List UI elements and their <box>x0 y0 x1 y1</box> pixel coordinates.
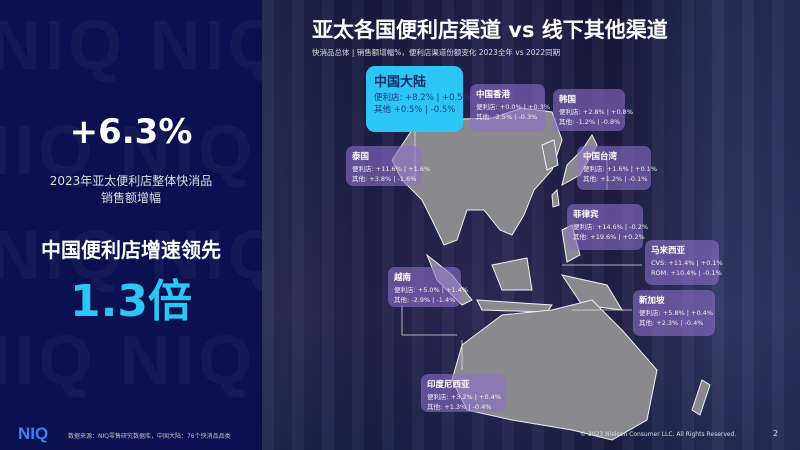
region-card-malaysia: 马来西亚 CVS: +11.4% | +0.1% ROM: +10.4% | -… <box>645 240 723 285</box>
multiple-value: 1.3倍 <box>70 276 192 327</box>
region-name: 印度尼西亚 <box>427 380 470 390</box>
map-new-zealand <box>691 379 711 416</box>
region-cvs: 便利店: +8.2% | +0.5% <box>374 93 471 103</box>
region-name: 中国台湾 <box>583 152 618 162</box>
region-card-taiwan: 中国台湾 便利店: +1.6% | +0.1% 其他: +1.2% | -0.1… <box>577 146 657 190</box>
region-cvs: 便利店: +11.6% | +1.6% <box>352 165 431 173</box>
niq-logo: NIQ <box>18 424 49 443</box>
copyright: © 2023 Nielsen Consumer LLC. All Rights … <box>580 431 737 438</box>
data-source-note: 数据来源：NIQ零售研究数据库，中国大陆：76个快消品品类 <box>68 433 231 440</box>
map-taiwan <box>551 188 560 208</box>
region-other: 其他: -1.2% | -0.8% <box>559 118 621 126</box>
region-other: 其他: +3.8% | -1.6% <box>352 175 417 183</box>
region-card-thailand: 泰国 便利店: +11.6% | +1.6% 其他: +3.8% | -1.6% <box>346 146 431 186</box>
region-name: 中国大陆 <box>374 75 427 90</box>
region-card-china-mainland: 中国大陆 便利店: +8.2% | +0.5% 其他 +0.5% | -0.5% <box>366 66 471 132</box>
region-cvs: 便利店: +5.8% | +0.4% <box>639 309 713 317</box>
watermark: NIQ NIQ NIQ NIQ <box>0 215 262 295</box>
region-other: 其他: +19.6% | +0.2% <box>573 233 645 241</box>
headline: 中国便利店增速领先 <box>41 238 221 262</box>
page-title: 亚太各国便利店渠道 vs 线下其他渠道 <box>312 18 668 42</box>
region-card-korea: 韩国 便利店: +2.8% | +0.8% 其他: -1.2% | -0.8% <box>553 89 633 131</box>
region-name: 泰国 <box>352 152 370 162</box>
region-name: 马来西亚 <box>651 246 686 256</box>
region-other: 其他: -2.9% | -1.4% <box>394 296 456 304</box>
watermark: NIQ NIQ NIQ NIQ <box>0 320 262 400</box>
photo-background <box>262 0 800 450</box>
stat-desc: 2023年亚太便利店整体快消品 <box>49 174 213 188</box>
watermark: NIQ NIQ NIQ NIQ <box>0 5 262 85</box>
region-name: 韩国 <box>559 95 577 105</box>
page-subtitle: 快消品总体 | 销售额增幅%，便利店渠道份额变化 2023全年 vs 2022同… <box>312 48 561 57</box>
region-name: 越南 <box>394 273 412 283</box>
region-cvs: 便利店: +14.6% | -0.2% <box>573 223 649 231</box>
left-panel: NIQ NIQ NIQ NIQ NIQ NIQ NIQ NIQ NIQ NIQ … <box>0 0 262 450</box>
region-name: 菲律宾 <box>573 210 599 220</box>
region-cvs: 便利店: +5.0% | +1.4% <box>394 286 468 294</box>
region-other: ROM: +10.4% | -0.1% <box>651 269 722 277</box>
region-cvs: 便利店: +1.6% | +0.1% <box>583 165 657 173</box>
region-card-singapore: 新加坡 便利店: +5.8% | +0.4% 其他: +2.3% | -0.4% <box>633 290 715 336</box>
region-cvs: CVS: +11.4% | +0.1% <box>651 259 723 267</box>
asia-pacific-map <box>391 95 711 441</box>
region-other: 其他: +2.3% | -0.4% <box>639 319 704 327</box>
map-korea <box>541 139 559 171</box>
region-other: 其他: +1.2% | -0.1% <box>583 175 648 183</box>
region-card-philippines: 菲律宾 便利店: +14.6% | -0.2% 其他: +19.6% | +0.… <box>567 204 649 250</box>
map-australia <box>451 299 658 441</box>
region-card-vietnam: 越南 便利店: +5.0% | +1.4% 其他: -2.9% | -1.4% <box>388 267 468 307</box>
region-cvs: 便利店: +2.8% | +0.8% <box>559 108 633 116</box>
region-other: 其他: +1.3% | -0.4% <box>427 403 492 411</box>
region-cvs: 便利店: +3.2% | +0.4% <box>427 393 501 401</box>
region-name: 新加坡 <box>639 296 665 306</box>
stat-desc: 销售额增幅 <box>100 191 161 205</box>
connector-line <box>401 305 457 336</box>
stat-value: +6.3% <box>69 112 193 152</box>
region-cvs: 便利店: +0.0% | +0.3% <box>476 103 550 111</box>
region-card-indonesia: 印度尼西亚 便利店: +3.2% | +0.4% 其他: +1.3% | -0.… <box>421 374 505 412</box>
region-name: 中国香港 <box>476 90 511 100</box>
region-card-hong-kong: 中国香港 便利店: +0.0% | +0.3% 其他: -2.5% | -0.3… <box>470 84 550 132</box>
watermark: NIQ NIQ NIQ NIQ <box>0 110 262 190</box>
page-number: 2 <box>773 429 779 438</box>
region-other: 其他: -2.5% | -0.3% <box>476 113 538 121</box>
region-other: 其他 +0.5% | -0.5% <box>374 105 456 115</box>
